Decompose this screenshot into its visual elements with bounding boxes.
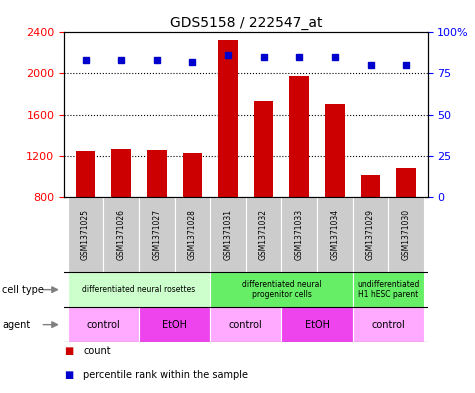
Bar — [218, 40, 238, 197]
Bar — [210, 197, 246, 272]
Text: GSM1371025: GSM1371025 — [81, 209, 90, 260]
Bar — [111, 149, 131, 197]
Text: GSM1371028: GSM1371028 — [188, 209, 197, 260]
Text: ■: ■ — [64, 370, 73, 380]
Bar — [76, 151, 95, 197]
Text: GSM1371026: GSM1371026 — [117, 209, 125, 260]
Bar — [352, 272, 424, 307]
Text: cell type: cell type — [2, 285, 44, 295]
Text: EtOH: EtOH — [162, 320, 187, 330]
Text: control: control — [229, 320, 263, 330]
Bar — [281, 197, 317, 272]
Bar — [389, 197, 424, 272]
Text: control: control — [371, 320, 405, 330]
Bar — [281, 307, 352, 342]
Text: GSM1371034: GSM1371034 — [331, 209, 339, 260]
Bar — [210, 307, 282, 342]
Text: GSM1371030: GSM1371030 — [402, 209, 410, 260]
Bar — [352, 197, 389, 272]
Bar — [325, 104, 345, 197]
Bar — [182, 153, 202, 197]
Text: EtOH: EtOH — [304, 320, 330, 330]
Bar — [67, 307, 139, 342]
Bar — [67, 272, 210, 307]
Bar — [175, 197, 210, 272]
Text: GSM1371033: GSM1371033 — [295, 209, 304, 260]
Title: GDS5158 / 222547_at: GDS5158 / 222547_at — [170, 16, 322, 30]
Text: control: control — [86, 320, 120, 330]
Bar — [289, 77, 309, 197]
Bar — [139, 307, 210, 342]
Text: GSM1371027: GSM1371027 — [152, 209, 161, 260]
Text: count: count — [83, 346, 111, 356]
Text: agent: agent — [2, 320, 30, 330]
Text: GSM1371032: GSM1371032 — [259, 209, 268, 260]
Bar — [352, 307, 424, 342]
Bar — [396, 168, 416, 197]
Bar — [254, 101, 274, 197]
Bar — [147, 150, 167, 197]
Text: GSM1371029: GSM1371029 — [366, 209, 375, 260]
Bar — [139, 197, 175, 272]
Text: ■: ■ — [64, 346, 73, 356]
Bar — [317, 197, 352, 272]
Bar — [210, 272, 352, 307]
Bar — [361, 176, 380, 197]
Text: differentiated neural rosettes: differentiated neural rosettes — [82, 285, 196, 294]
Bar — [67, 197, 104, 272]
Bar — [104, 197, 139, 272]
Text: GSM1371031: GSM1371031 — [224, 209, 232, 260]
Bar — [246, 197, 282, 272]
Text: percentile rank within the sample: percentile rank within the sample — [83, 370, 248, 380]
Text: undifferentiated
H1 hESC parent: undifferentiated H1 hESC parent — [357, 280, 419, 299]
Text: differentiated neural
progenitor cells: differentiated neural progenitor cells — [242, 280, 321, 299]
